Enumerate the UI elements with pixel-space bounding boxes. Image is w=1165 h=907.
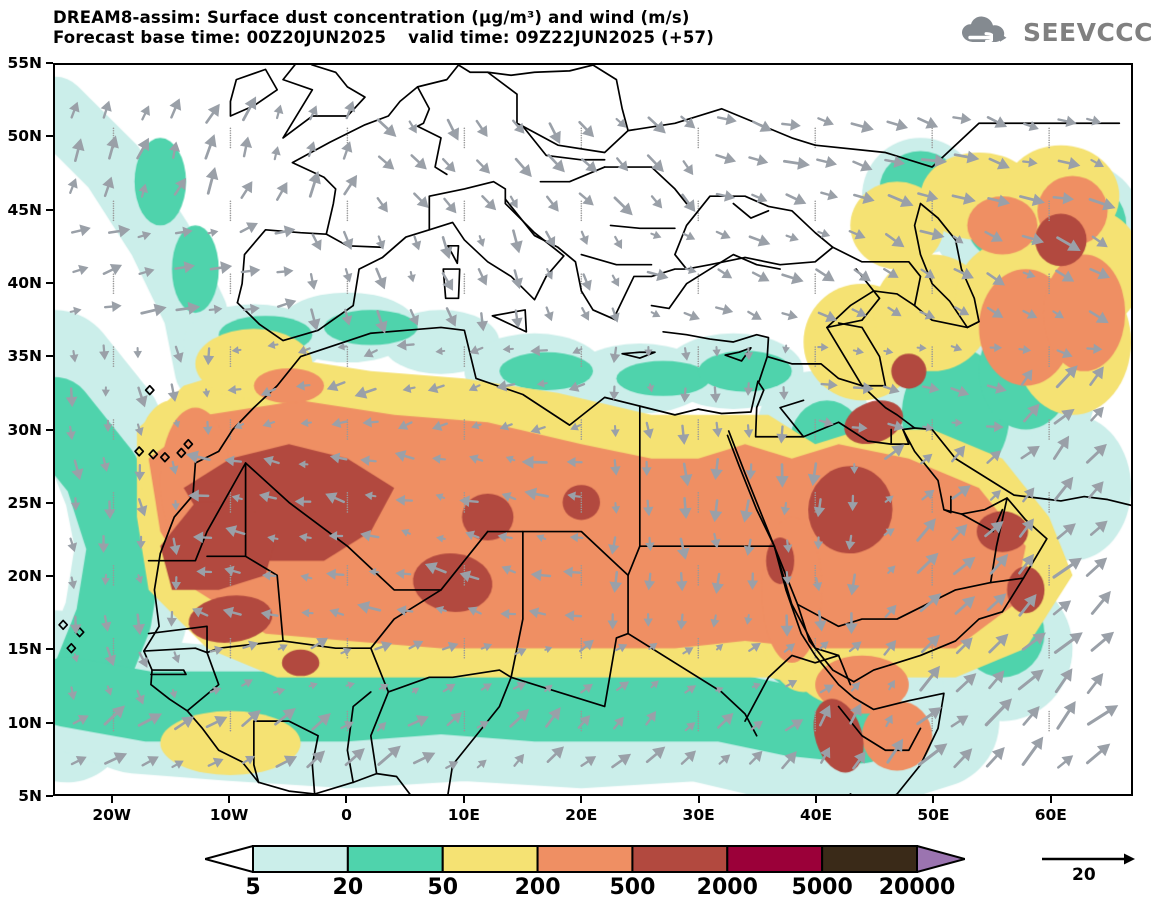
colorbar-tick-label: 2000 (696, 875, 758, 900)
x-axis-label: 20W (92, 806, 132, 824)
coastlines-and-borders (58, 65, 1131, 794)
colorbar-swatch (821, 845, 919, 873)
map-plot-frame[interactable] (53, 63, 1133, 796)
x-axis-label: 50E (917, 806, 950, 824)
map-overlay (58, 65, 1131, 794)
colorbar-tick-label: 50 (427, 875, 459, 900)
y-axis-label: 10N (7, 713, 42, 732)
y-axis-label: 25N (7, 493, 42, 512)
grid-dots (112, 127, 1050, 732)
forecast-base-time: Forecast base time: 00Z20JUN2025 (53, 28, 387, 47)
x-tick (932, 796, 935, 803)
colorbar-swatch (346, 845, 444, 873)
colorbar[interactable]: 5 20 50 200 500 2000 5000 20000 (205, 845, 965, 900)
colorbar-tick-label: 500 (609, 875, 656, 900)
seevccc-logo: SEEVCCC (960, 14, 1153, 50)
y-tick (46, 135, 53, 138)
x-tick (462, 796, 465, 803)
x-tick (815, 796, 818, 803)
y-axis-label: 15N (7, 640, 42, 659)
y-axis-label: 5N (18, 787, 42, 805)
colorbar-swatch (441, 845, 539, 873)
y-tick (46, 281, 53, 284)
y-axis-label: 35N (7, 347, 42, 366)
wind-arrow-field (65, 96, 1119, 770)
y-tick (46, 355, 53, 358)
colorbar-swatch (536, 845, 634, 873)
y-axis-label: 45N (7, 200, 42, 219)
x-tick (345, 796, 348, 803)
y-axis-label: 55N (7, 54, 42, 72)
x-tick (1049, 796, 1052, 803)
y-tick (46, 721, 53, 724)
wind-scale-key: 20 (1038, 848, 1148, 893)
title-line-2: Forecast base time: 00Z20JUN2025 valid ti… (53, 28, 714, 48)
cloud-wind-icon (961, 16, 1007, 43)
y-tick (46, 795, 53, 797)
x-axis-label: 60E (1034, 806, 1067, 824)
forecast-valid-time: valid time: 09Z22JUN2025 (+57) (408, 28, 714, 47)
x-tick (697, 796, 700, 803)
x-axis-label: 10W (209, 806, 249, 824)
page-title: DREAM8-assim: Surface dust concentration… (53, 8, 714, 48)
x-axis-label: 20E (565, 806, 598, 824)
x-axis-label: 40E (799, 806, 833, 824)
colorbar-swatch (252, 845, 349, 873)
x-axis-label: 10E (447, 806, 480, 824)
y-tick (46, 575, 53, 578)
y-tick (46, 62, 53, 64)
colorbar-tick-label: 5 (245, 875, 261, 900)
x-axis-label: 30E (682, 806, 715, 824)
y-axis-label: 20N (7, 567, 42, 586)
y-tick (46, 501, 53, 504)
colorbar-over-arrow (916, 845, 965, 873)
x-tick (580, 796, 583, 803)
colorbar-swatch (631, 845, 729, 873)
colorbar-swatches (205, 845, 965, 873)
colorbar-tick-label: 5000 (791, 875, 853, 900)
colorbar-tick-label: 20000 (878, 875, 956, 900)
y-axis-label: 50N (7, 127, 42, 146)
y-tick (46, 208, 53, 211)
y-axis-label: 40N (7, 273, 42, 292)
title-line-1: DREAM8-assim: Surface dust concentration… (53, 8, 690, 27)
colorbar-under-arrow (205, 845, 254, 873)
wind-key-label: 20 (1072, 865, 1096, 885)
logo-text: SEEVCCC (1022, 17, 1153, 47)
header: DREAM8-assim: Surface dust concentration… (0, 0, 1165, 58)
x-tick (228, 796, 231, 803)
dust-concentration-field (55, 65, 1131, 794)
x-axis-label: 0 (341, 806, 352, 824)
colorbar-swatch (726, 845, 824, 873)
wind-reference-arrow-icon (1042, 853, 1135, 865)
colorbar-tick-label: 20 (332, 875, 364, 900)
y-tick (46, 648, 53, 651)
colorbar-tick-label: 200 (514, 875, 561, 900)
y-tick (46, 428, 53, 431)
x-tick (110, 796, 113, 803)
y-axis-label: 30N (7, 420, 42, 439)
